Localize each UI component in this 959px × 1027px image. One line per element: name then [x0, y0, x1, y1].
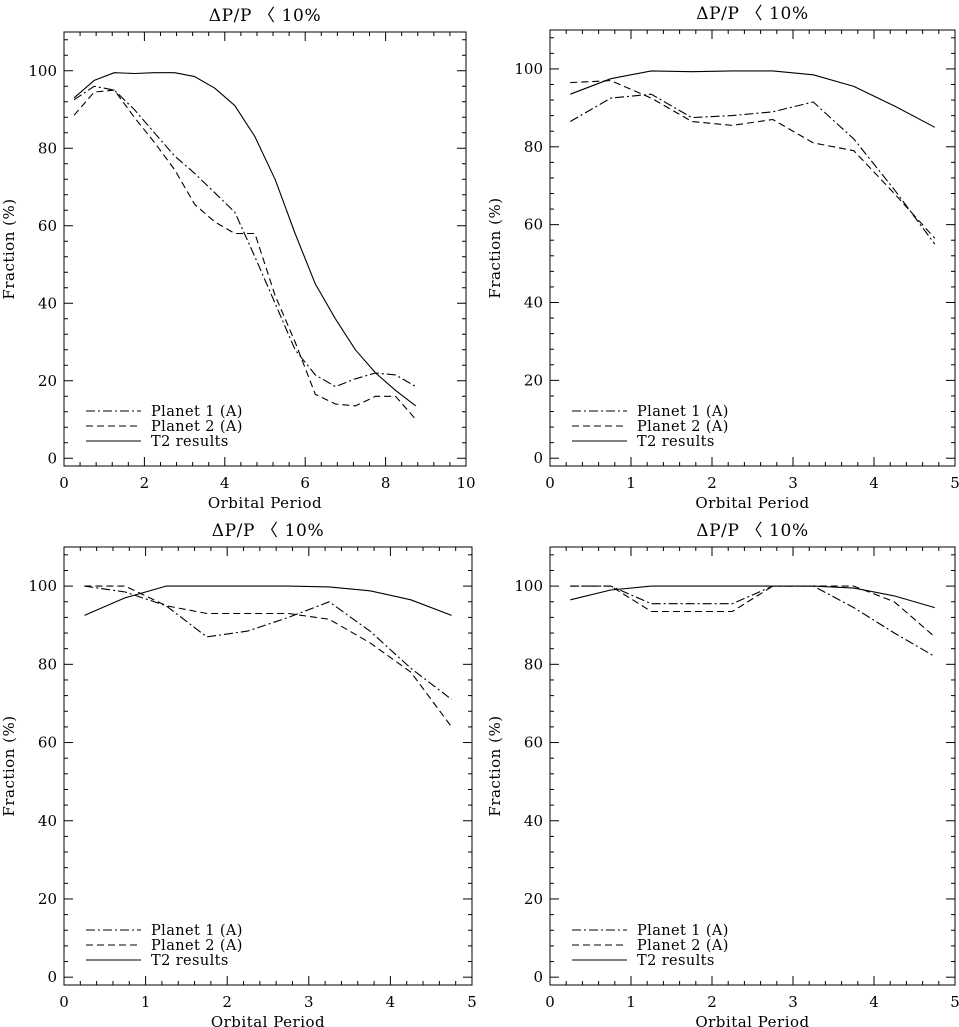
- legend-label: Planet 1 (A): [637, 923, 729, 939]
- series-line-2: [84, 585, 453, 728]
- y-tick-label: 100: [514, 60, 543, 78]
- x-tick-label: 1: [626, 474, 636, 492]
- chart-panel-4: 0 1 2 3 4 5 0 20 40 60 80 100 Orbital Period Fraction…: [486, 521, 959, 1027]
- plot-frame: [63, 546, 473, 986]
- x-tick-label: 0: [59, 474, 69, 492]
- x-tick-label: 3: [788, 474, 798, 492]
- legend-label: Planet 1 (A): [151, 404, 243, 420]
- x-tick-label: 1: [626, 993, 636, 1011]
- x-tick-label: 5: [467, 993, 477, 1011]
- legend-label: T2 results: [637, 434, 715, 450]
- chart-title: ΔP/P 〈 10%: [696, 4, 808, 24]
- x-tick-label: 2: [140, 474, 150, 492]
- x-tick-label: 4: [869, 474, 879, 492]
- y-tick-label: 40: [38, 812, 57, 830]
- x-tick-label: 6: [300, 474, 310, 492]
- y-tick-label: 80: [524, 655, 543, 673]
- series-line-3: [570, 70, 936, 128]
- series-line-3: [84, 585, 452, 616]
- y-tick-label: 80: [524, 138, 543, 156]
- plot-frame: [63, 31, 467, 467]
- legend-label: Planet 2 (A): [637, 938, 729, 954]
- y-tick-label: 60: [524, 734, 543, 752]
- y-tick-label: 80: [38, 139, 57, 157]
- y-tick-label: 80: [38, 655, 57, 673]
- series-line-2: [570, 585, 936, 638]
- x-tick-label: 8: [381, 474, 391, 492]
- legend-label: Planet 2 (A): [151, 938, 243, 954]
- x-axis-label: Orbital Period: [695, 494, 809, 512]
- y-axis-label: Fraction (%): [0, 715, 18, 816]
- y-tick-label: 60: [38, 734, 57, 752]
- y-tick-label: 20: [38, 890, 57, 908]
- legend-label: Planet 1 (A): [151, 923, 243, 939]
- chart-title: ΔP/P 〈 10%: [212, 521, 324, 541]
- legend-label: Planet 2 (A): [637, 419, 729, 435]
- y-tick-label: 20: [38, 372, 57, 390]
- y-tick-label: 60: [38, 217, 57, 235]
- x-tick-label: 0: [59, 993, 69, 1011]
- y-tick-label: 100: [514, 577, 543, 595]
- y-tick-label: 40: [38, 294, 57, 312]
- x-tick-label: 2: [707, 993, 717, 1011]
- legend-label: Planet 1 (A): [637, 404, 729, 420]
- x-tick-label: 3: [788, 993, 798, 1011]
- y-tick-label: 40: [524, 812, 543, 830]
- x-tick-label: 4: [386, 993, 396, 1011]
- x-tick-label: 2: [222, 993, 232, 1011]
- series-line-1: [73, 85, 417, 388]
- plot-frame: [549, 29, 956, 467]
- x-tick-label: 0: [545, 474, 555, 492]
- series-line-2: [570, 80, 936, 239]
- series-line-1: [84, 585, 452, 700]
- x-tick-label: 0: [545, 993, 555, 1011]
- legend-label: T2 results: [151, 434, 229, 450]
- legend-label: T2 results: [637, 953, 715, 969]
- x-axis-label: Orbital Period: [695, 1013, 809, 1027]
- legend-label: Planet 2 (A): [151, 419, 243, 435]
- x-tick-label: 1: [141, 993, 151, 1011]
- x-tick-label: 10: [456, 474, 475, 492]
- x-tick-label: 2: [707, 474, 717, 492]
- series-line-3: [570, 585, 935, 609]
- x-tick-label: 3: [304, 993, 314, 1011]
- x-tick-label: 5: [950, 993, 959, 1011]
- y-tick-label: 0: [533, 449, 543, 467]
- y-tick-label: 0: [47, 968, 57, 986]
- y-tick-label: 40: [524, 294, 543, 312]
- y-tick-label: 0: [533, 968, 543, 986]
- x-tick-label: 4: [869, 993, 879, 1011]
- y-axis-label: Fraction (%): [0, 198, 18, 299]
- y-axis-label: Fraction (%): [486, 197, 504, 298]
- y-tick-label: 100: [28, 62, 57, 80]
- x-tick-label: 4: [220, 474, 230, 492]
- plot-frame: [549, 546, 956, 986]
- legend-label: T2 results: [151, 953, 229, 969]
- chart-panel-3: 0 1 2 3 4 5 0 20 40 60 80 100 Orbital Period Fraction…: [0, 521, 477, 1027]
- y-axis-label: Fraction (%): [486, 715, 504, 816]
- series-line-1: [570, 93, 936, 245]
- series-line-2: [73, 89, 417, 420]
- x-axis-label: Orbital Period: [211, 1013, 325, 1027]
- x-tick-label: 5: [950, 474, 959, 492]
- chart-panel-2: 0 1 2 3 4 5 0 20 40 60 80 100 Orbital Period Fraction…: [486, 4, 959, 512]
- series-line-3: [73, 72, 417, 407]
- chart-title: ΔP/P 〈 10%: [696, 521, 808, 541]
- chart-title: ΔP/P 〈 10%: [209, 6, 321, 26]
- y-tick-label: 0: [47, 449, 57, 467]
- y-tick-label: 20: [524, 371, 543, 389]
- y-tick-label: 100: [28, 577, 57, 595]
- series-line-1: [570, 585, 936, 657]
- y-tick-label: 60: [524, 216, 543, 234]
- x-axis-label: Orbital Period: [208, 494, 322, 512]
- y-tick-label: 20: [524, 890, 543, 908]
